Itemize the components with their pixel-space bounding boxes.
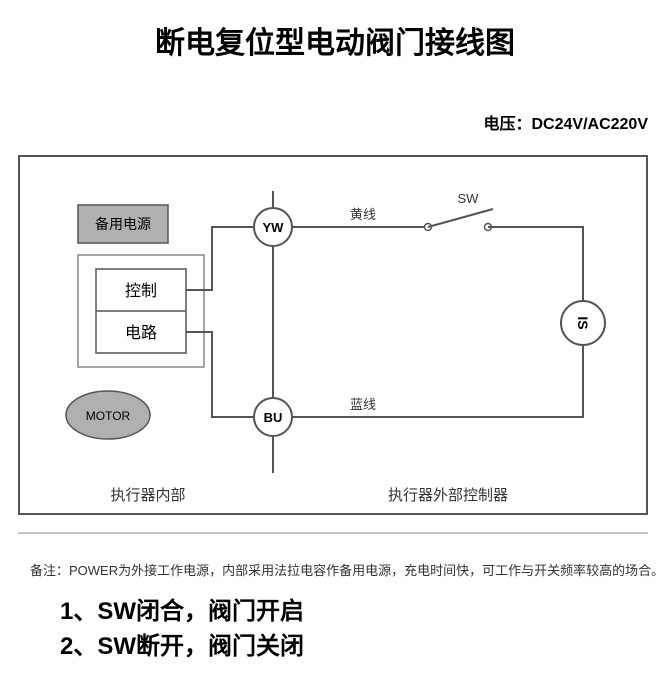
wiring-diagram: 备用电源控制电路 MOTOR YW BU IS 黄线蓝线 SW 执行器内部 执行器外部控制器 bbox=[18, 155, 648, 545]
voltage-label: 电压：DC24V/AC220V bbox=[483, 110, 648, 134]
svg-text:YW: YW bbox=[263, 220, 285, 235]
svg-text:执行器内部: 执行器内部 bbox=[110, 487, 185, 504]
remark-text: 备注：POWER为外接工作电源，内部采用法拉电容作备用电源，充电时间快，可工作与… bbox=[30, 560, 664, 579]
notes-block: 1、SW闭合，阀门开启 2、SW断开，阀门关闭 bbox=[60, 595, 304, 665]
svg-text:备用电源: 备用电源 bbox=[95, 216, 151, 232]
svg-text:SW: SW bbox=[458, 191, 480, 206]
svg-text:电路: 电路 bbox=[125, 324, 157, 342]
svg-text:控制: 控制 bbox=[125, 282, 157, 300]
svg-text:IS: IS bbox=[575, 316, 591, 329]
svg-text:蓝线: 蓝线 bbox=[350, 397, 376, 412]
svg-text:黄线: 黄线 bbox=[350, 207, 376, 222]
svg-text:执行器外部控制器: 执行器外部控制器 bbox=[388, 487, 508, 504]
page-title: 断电复位型电动阀门接线图 bbox=[0, 0, 670, 62]
note-line-1: 1、SW闭合，阀门开启 bbox=[60, 595, 304, 630]
svg-text:MOTOR: MOTOR bbox=[86, 409, 131, 423]
note-line-2: 2、SW断开，阀门关闭 bbox=[60, 630, 304, 665]
svg-text:BU: BU bbox=[264, 410, 283, 425]
